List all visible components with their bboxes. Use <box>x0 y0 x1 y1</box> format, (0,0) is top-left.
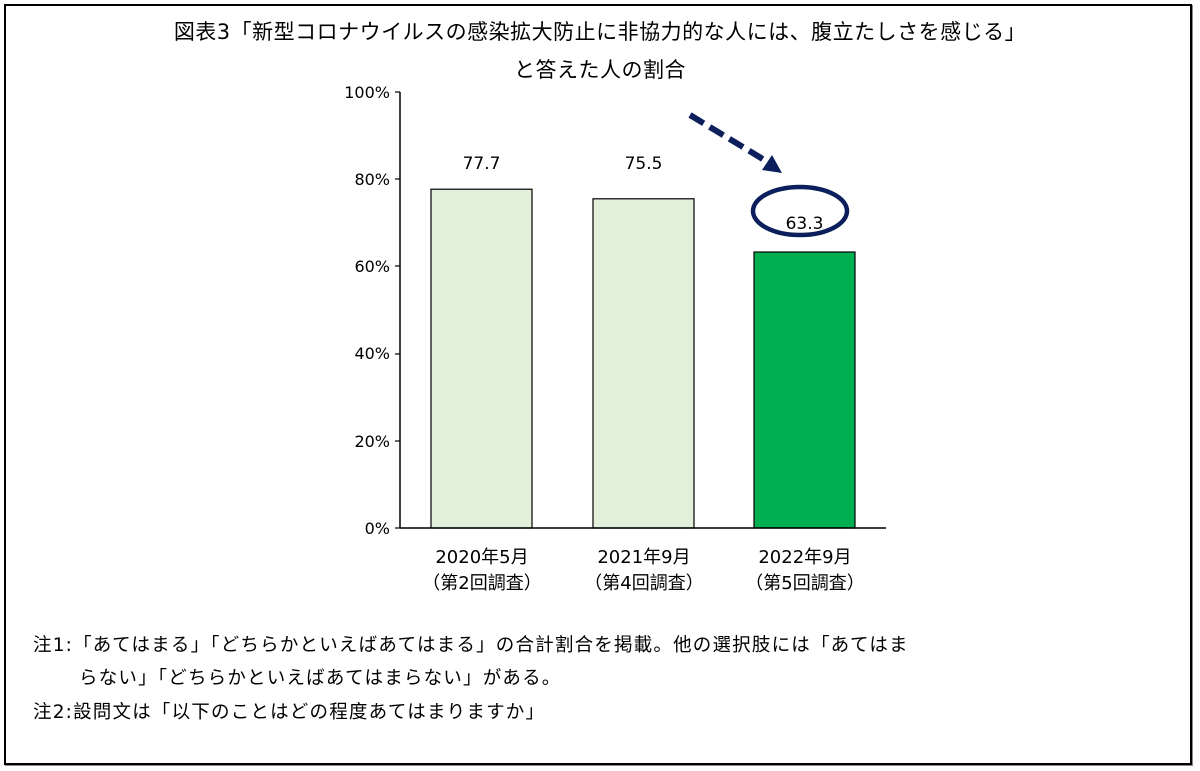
category-survey: （第5回調査） <box>745 573 865 594</box>
chart-title-line-1: 図表3「新型コロナウイルスの感染拡大防止に非協力的な人には、腹立たしさを感じる」 <box>173 20 1027 44</box>
y-tick-label-100: 100% <box>344 83 390 102</box>
highlight-ellipse <box>750 184 850 238</box>
category-label-2022-09: 2022年9月 （第5回調査） <box>720 545 890 597</box>
y-tick-label-40: 40% <box>354 344 390 363</box>
value-label-2020-05: 77.7 <box>462 154 501 174</box>
category-date: 2022年9月 <box>758 547 852 568</box>
y-tick-label-20: 20% <box>354 432 390 451</box>
bar-2020-05 <box>430 188 533 529</box>
category-survey: （第2回調査） <box>422 573 542 594</box>
note-1-line-2: らない」「どちらかといえばあてはまらない」がある。 <box>79 668 562 689</box>
category-survey: （第4回調査） <box>584 573 704 594</box>
bar-2021-09 <box>592 198 695 529</box>
category-label-2020-05: 2020年5月 （第2回調査） <box>397 545 567 597</box>
y-ticks <box>395 91 400 529</box>
dashed-arrow-annotation <box>688 112 782 173</box>
value-label-2021-09: 75.5 <box>624 154 663 174</box>
note-2: 注2:設問文は「以下のことはどの程度あてはまりますか」 <box>33 702 546 723</box>
y-tick-label-80: 80% <box>354 170 390 189</box>
note-1-line-1: 注1:「あてはまる」「どちらかといえばあてはまる」の合計割合を掲載。他の選択肢に… <box>33 635 909 656</box>
bar-2022-09 <box>753 251 856 529</box>
category-date: 2021年9月 <box>597 547 691 568</box>
y-tick-label-60: 60% <box>354 257 390 276</box>
y-tick-label-0: 0% <box>364 519 390 538</box>
chart-title-line-2: と答えた人の割合 <box>514 58 686 82</box>
value-label-2022-09: 63.3 <box>785 214 824 234</box>
category-date: 2020年5月 <box>435 547 529 568</box>
category-label-2021-09: 2021年9月 （第4回調査） <box>559 545 729 597</box>
